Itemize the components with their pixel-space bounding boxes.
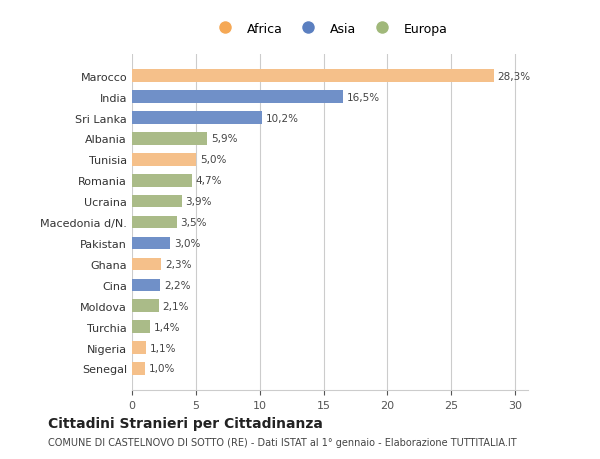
Text: 3,0%: 3,0% xyxy=(174,239,200,248)
Bar xyxy=(132,216,177,229)
Bar xyxy=(132,279,160,291)
Text: 1,1%: 1,1% xyxy=(150,343,176,353)
Bar xyxy=(132,321,150,333)
Bar xyxy=(132,133,208,146)
Text: Cittadini Stranieri per Cittadinanza: Cittadini Stranieri per Cittadinanza xyxy=(48,416,323,430)
Text: 2,2%: 2,2% xyxy=(164,280,190,290)
Text: 1,0%: 1,0% xyxy=(149,364,175,374)
Bar xyxy=(132,70,494,83)
Text: 28,3%: 28,3% xyxy=(497,72,530,82)
Text: 2,1%: 2,1% xyxy=(163,301,189,311)
Text: 1,4%: 1,4% xyxy=(154,322,180,332)
Text: COMUNE DI CASTELNOVO DI SOTTO (RE) - Dati ISTAT al 1° gennaio - Elaborazione TUT: COMUNE DI CASTELNOVO DI SOTTO (RE) - Dat… xyxy=(48,437,517,447)
Text: 2,3%: 2,3% xyxy=(165,259,192,269)
Bar xyxy=(132,363,145,375)
Text: 5,9%: 5,9% xyxy=(211,134,238,144)
Text: 4,7%: 4,7% xyxy=(196,176,223,186)
Text: 16,5%: 16,5% xyxy=(347,92,380,102)
Bar xyxy=(132,341,146,354)
Text: 5,0%: 5,0% xyxy=(200,155,226,165)
Text: 3,5%: 3,5% xyxy=(181,218,207,228)
Legend: Africa, Asia, Europa: Africa, Asia, Europa xyxy=(207,18,453,41)
Bar xyxy=(132,174,192,187)
Bar xyxy=(132,300,159,312)
Text: 10,2%: 10,2% xyxy=(266,113,299,123)
Text: 3,9%: 3,9% xyxy=(185,197,212,207)
Bar xyxy=(132,258,161,271)
Bar xyxy=(132,112,262,124)
Bar xyxy=(132,237,170,250)
Bar xyxy=(132,154,196,166)
Bar xyxy=(132,91,343,104)
Bar xyxy=(132,196,182,208)
